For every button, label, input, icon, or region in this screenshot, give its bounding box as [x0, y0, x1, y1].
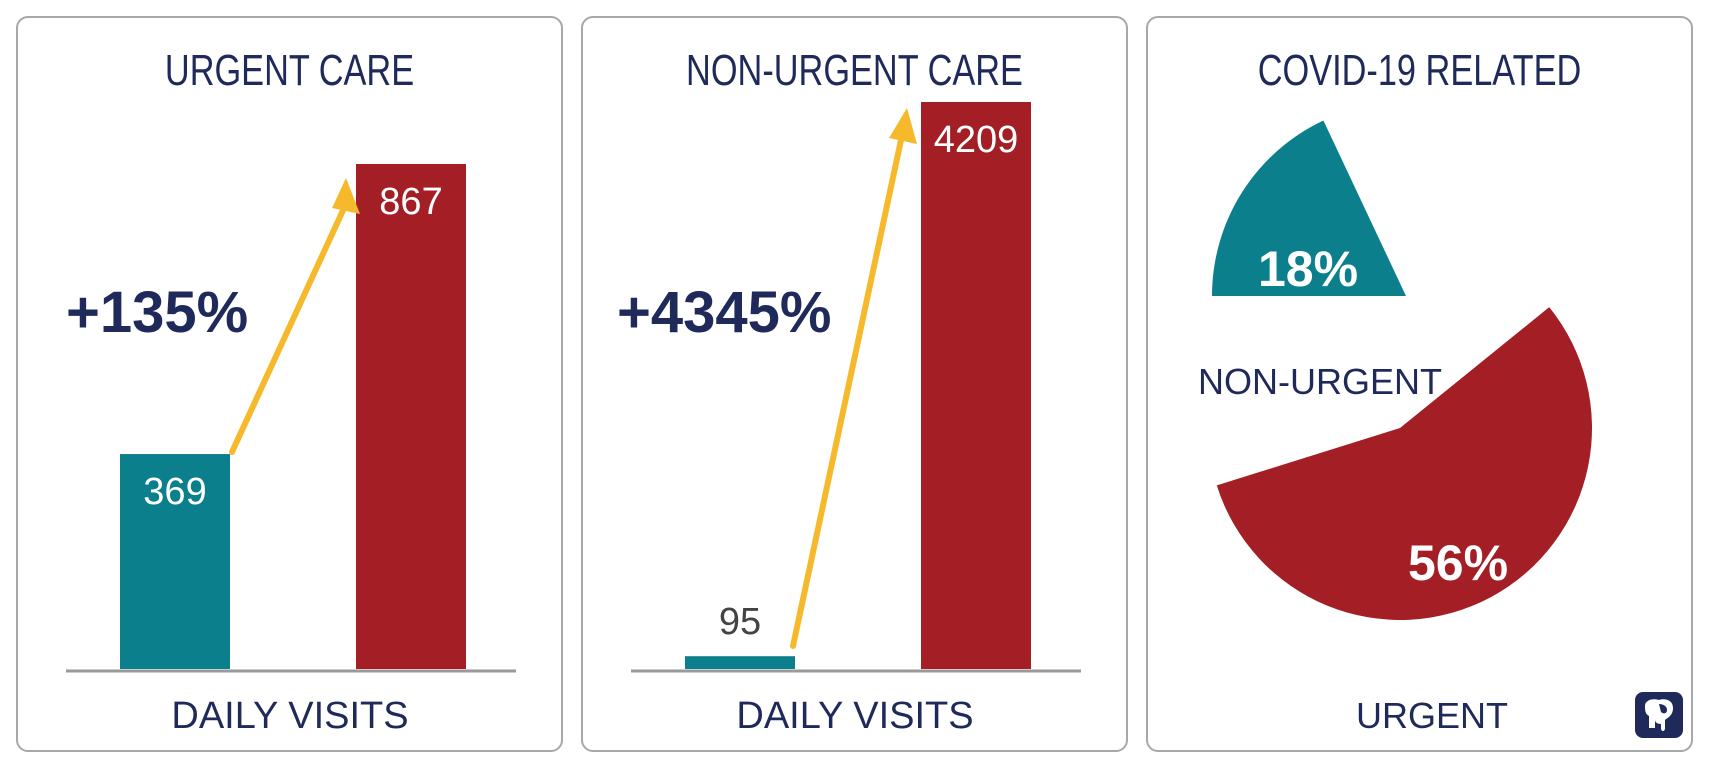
- urgent-bar-after-label: 867: [379, 181, 442, 223]
- nonurgent-growth-arrow: [790, 137, 904, 649]
- covid-related-panel: COVID-19 RELATED 18% 56% NON-URGENT URGE…: [1146, 16, 1693, 752]
- urgent-bar-before: [120, 454, 230, 669]
- elephant-icon: [1635, 692, 1683, 738]
- pie-slice-non-urgent-value: 18%: [1258, 241, 1358, 297]
- non-urgent-care-chart: 95 4209 +4345% DAILY VISITS: [617, 102, 1081, 737]
- nonurgent-bar-before: [685, 656, 795, 669]
- urgent-care-chart: 369 867 +135% DAILY VISITS: [66, 164, 516, 737]
- urgent-care-panel: URGENT CARE 369 867 +135% DAILY VISITS: [16, 16, 563, 752]
- urgent-change-label: +135%: [66, 280, 248, 345]
- non-urgent-care-title: NON-URGENT CARE: [686, 46, 1023, 95]
- nonurgent-bar-after-label: 4209: [934, 119, 1019, 161]
- urgent-care-title: URGENT CARE: [164, 46, 415, 95]
- pie-label-non-urgent: NON-URGENT: [1198, 361, 1442, 402]
- urgent-arrow-head: [332, 178, 360, 214]
- pie-label-urgent: URGENT: [1356, 695, 1508, 736]
- nonurgent-bar-before-label: 95: [719, 601, 761, 643]
- nonurgent-arrow-head: [889, 108, 917, 144]
- covid-pie-chart: 18% 56% NON-URGENT URGENT: [1198, 120, 1592, 736]
- nonurgent-bar-after: [921, 102, 1031, 669]
- nonurgent-xlabel: DAILY VISITS: [736, 695, 973, 737]
- urgent-growth-arrow: [229, 203, 348, 455]
- urgent-xlabel: DAILY VISITS: [171, 695, 408, 737]
- pie-slice-urgent-value: 56%: [1408, 535, 1508, 591]
- nonurgent-change-label: +4345%: [617, 280, 831, 345]
- elephant-logo-graphic: [1645, 699, 1673, 731]
- pie-slice-non-urgent: [1212, 120, 1406, 296]
- urgent-bar-after: [356, 164, 466, 669]
- covid-related-title: COVID-19 RELATED: [1257, 46, 1582, 95]
- non-urgent-care-panel: NON-URGENT CARE 95 4209 +4345% DAILY VIS…: [581, 16, 1128, 752]
- urgent-bar-before-label: 369: [143, 471, 206, 513]
- pie-slice-urgent: [1216, 307, 1592, 620]
